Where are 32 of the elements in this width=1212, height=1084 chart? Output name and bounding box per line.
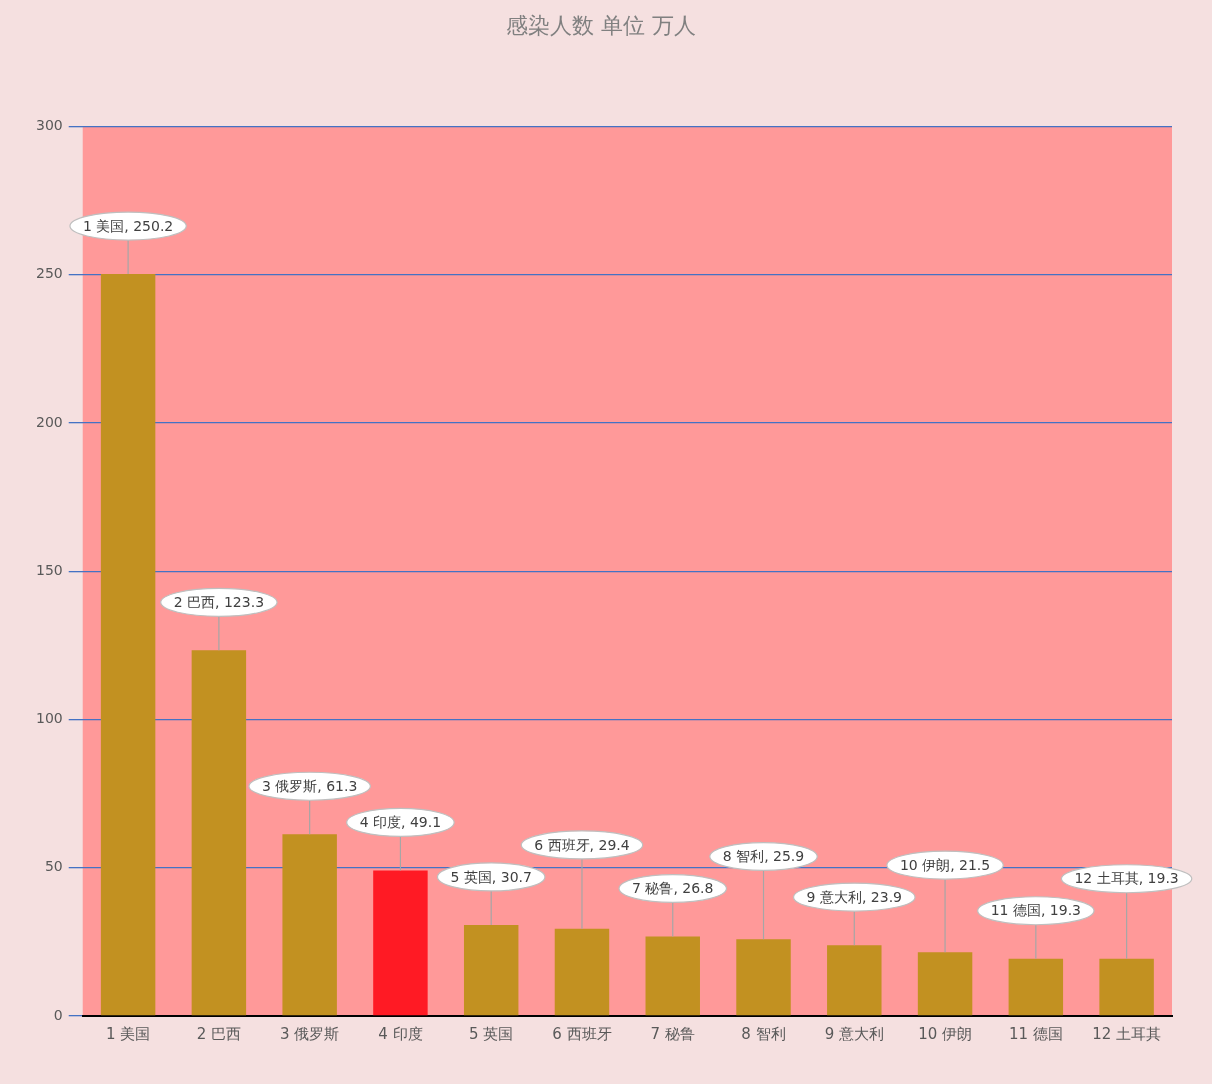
- y-tick-label: 0: [53, 1006, 63, 1023]
- x-tick-label: 9 意大利: [824, 1024, 884, 1043]
- x-tick-label: 1 美国: [105, 1024, 151, 1043]
- y-tick-label: 100: [35, 710, 63, 727]
- x-tick-label: 4 印度: [378, 1024, 423, 1043]
- data-label: 12 土耳其, 19.3: [1074, 870, 1179, 887]
- x-tick-label: 12 土耳其: [1092, 1024, 1162, 1043]
- x-tick-label: 11 德国: [1008, 1024, 1063, 1043]
- data-label: 5 英国, 30.7: [450, 868, 532, 885]
- data-label: 3 俄罗斯, 61.3: [261, 777, 358, 794]
- x-tick-label: 5 英国: [469, 1024, 514, 1043]
- chart-title: 感染人数 单位 万人: [506, 12, 696, 38]
- y-tick-label: 250: [35, 265, 63, 282]
- data-label: 7 秘鲁, 26.8: [632, 880, 714, 897]
- data-label: 6 西班牙, 29.4: [534, 836, 630, 853]
- x-tick-label: 8 智利: [741, 1024, 786, 1043]
- y-tick-label: 200: [35, 413, 63, 430]
- data-label: 9 意大利, 23.9: [806, 888, 903, 905]
- y-tick-label: 150: [35, 561, 63, 578]
- data-label: 1 美国, 250.2: [82, 217, 174, 234]
- data-label: 10 伊朗, 21.5: [899, 856, 991, 873]
- data-label: 11 德国, 19.3: [990, 902, 1082, 919]
- x-tick-label: 7 秘鲁: [650, 1024, 695, 1043]
- x-tick-label: 6 西班牙: [552, 1024, 612, 1043]
- y-tick-label: 300: [35, 117, 63, 134]
- x-tick-label: 2 巴西: [196, 1024, 242, 1043]
- data-label: 4 印度, 49.1: [359, 814, 442, 831]
- data-label: 2 巴西, 123.3: [173, 594, 265, 611]
- x-tick-label: 3 俄罗斯: [280, 1024, 340, 1043]
- data-label: 8 智利, 25.9: [722, 848, 805, 865]
- y-tick-label: 50: [44, 858, 63, 875]
- x-tick-label: 10 伊朗: [918, 1024, 972, 1043]
